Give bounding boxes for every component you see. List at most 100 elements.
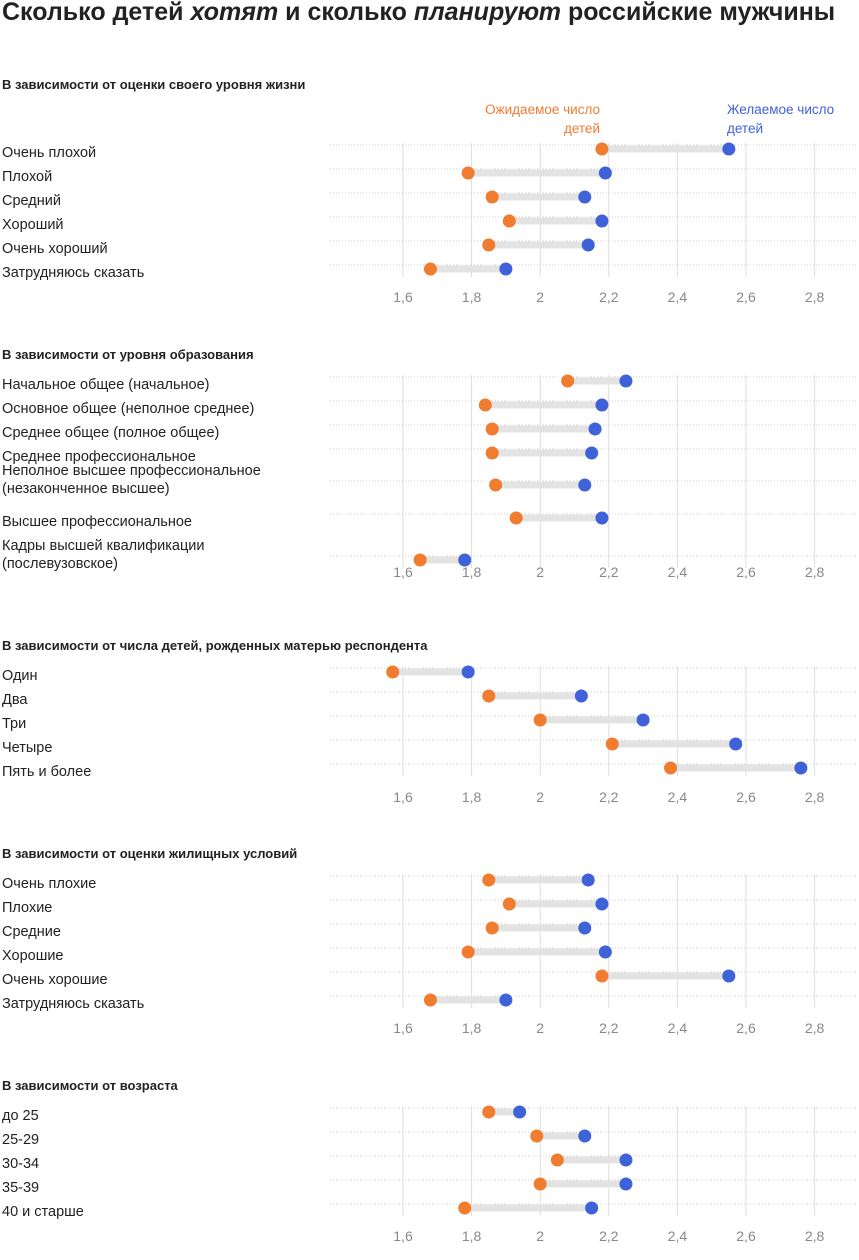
desired-point xyxy=(595,897,609,911)
expected-point xyxy=(482,238,496,252)
x-tick-label: 2 xyxy=(536,1020,544,1036)
x-tick-label: 1,6 xyxy=(393,289,413,305)
expected-point xyxy=(485,190,499,204)
chart-title: В зависимости от числа детей, рожденных … xyxy=(2,638,428,653)
chart-title: В зависимости от уровня образования xyxy=(2,347,254,362)
x-tick-label: 2,4 xyxy=(668,1020,688,1036)
x-tick-label: 2 xyxy=(536,1228,544,1244)
chart-title: В зависимости от оценки жилищных условий xyxy=(2,846,297,861)
expected-point xyxy=(664,761,678,775)
category-label: Средние xyxy=(2,924,61,940)
x-tick-label: 2,4 xyxy=(668,789,688,805)
expected-point xyxy=(423,262,437,276)
x-tick-label: 2,8 xyxy=(805,564,825,580)
category-label: Плохой xyxy=(2,169,52,185)
category-label: Среднее профессиональное xyxy=(2,449,196,465)
expected-point xyxy=(458,1201,472,1215)
expected-point xyxy=(482,1105,496,1119)
expected-point xyxy=(489,478,503,492)
chart-title: В зависимости от возраста xyxy=(2,1078,179,1093)
x-tick-label: 2,6 xyxy=(736,789,756,805)
x-tick-label: 2,6 xyxy=(736,289,756,305)
expected-point xyxy=(502,214,516,228)
desired-point xyxy=(499,993,513,1007)
desired-point xyxy=(598,945,612,959)
expected-point xyxy=(482,689,496,703)
category-label: 40 и старше xyxy=(2,1204,84,1220)
expected-point xyxy=(485,921,499,935)
x-tick-label: 1,6 xyxy=(393,564,413,580)
x-tick-label: 1,6 xyxy=(393,1228,413,1244)
expected-point xyxy=(502,897,516,911)
category-label: Очень хорошие xyxy=(2,972,108,988)
x-tick-label: 2,2 xyxy=(599,1228,619,1244)
desired-point xyxy=(722,142,736,156)
x-tick-label: 1,8 xyxy=(462,289,482,305)
x-tick-label: 2,4 xyxy=(668,1228,688,1244)
category-label: Пять и более xyxy=(2,764,91,780)
category-label: Затрудняюсь сказать xyxy=(2,996,144,1012)
expected-point xyxy=(478,398,492,412)
desired-point xyxy=(581,238,595,252)
legend-expected-line-1: Ожидаемое число xyxy=(485,102,600,117)
legend-desired-line-1: Желаемое число xyxy=(727,102,834,117)
desired-point xyxy=(588,422,602,436)
x-tick-label: 2 xyxy=(536,564,544,580)
desired-point xyxy=(722,969,736,983)
expected-point xyxy=(605,737,619,751)
category-label: Очень плохие xyxy=(2,876,96,892)
title-emphasis-want: хотят xyxy=(190,0,279,26)
title-emphasis-plan: планируют xyxy=(413,0,561,26)
desired-point xyxy=(578,921,592,935)
expected-point xyxy=(485,422,499,436)
page-title: Сколько детей хотят и сколько планируют … xyxy=(2,0,852,28)
category-label: Три xyxy=(2,716,26,732)
desired-point xyxy=(578,478,592,492)
x-tick-label: 2,2 xyxy=(599,564,619,580)
desired-point xyxy=(619,374,633,388)
category-label: Четыре xyxy=(2,740,52,756)
expected-point xyxy=(482,873,496,887)
title-part-2: и сколько xyxy=(278,0,414,26)
category-label: до 25 xyxy=(2,1108,39,1124)
expected-point xyxy=(595,969,609,983)
category-label-line-2: (послевузовское) xyxy=(2,556,118,572)
x-tick-label: 2,4 xyxy=(668,289,688,305)
category-label: 30-34 xyxy=(2,1156,39,1172)
desired-point xyxy=(499,262,513,276)
desired-point xyxy=(729,737,743,751)
category-label: Среднее общее (полное общее) xyxy=(2,425,219,441)
category-label: 35-39 xyxy=(2,1180,39,1196)
desired-point xyxy=(595,398,609,412)
category-label-line-2: (незаконченное высшее) xyxy=(2,481,170,497)
expected-point xyxy=(595,142,609,156)
category-label: Начальное общее (начальное) xyxy=(2,377,210,393)
x-tick-label: 2,8 xyxy=(805,289,825,305)
desired-point xyxy=(585,1201,599,1215)
x-tick-label: 2,8 xyxy=(805,1228,825,1244)
category-label: Очень хороший xyxy=(2,241,108,257)
x-tick-label: 2,8 xyxy=(805,789,825,805)
category-label: Затрудняюсь сказать xyxy=(2,265,144,281)
x-tick-label: 1,6 xyxy=(393,1020,413,1036)
x-tick-label: 2,2 xyxy=(599,289,619,305)
desired-point xyxy=(619,1177,633,1191)
expected-point xyxy=(461,166,475,180)
category-label: Хороший xyxy=(2,217,64,233)
expected-point xyxy=(533,713,547,727)
desired-point xyxy=(636,713,650,727)
expected-point xyxy=(533,1177,547,1191)
expected-point xyxy=(530,1129,544,1143)
category-label: Высшее профессиональное xyxy=(2,514,192,530)
x-tick-label: 1,8 xyxy=(462,564,482,580)
desired-point xyxy=(585,446,599,460)
expected-point xyxy=(423,993,437,1007)
legend-desired-line-2: детей xyxy=(727,121,763,136)
expected-point xyxy=(485,446,499,460)
title-part-1: Сколько детей xyxy=(2,0,191,26)
chart-title: В зависимости от оценки своего уровня жи… xyxy=(2,77,305,92)
category-label-line-1: Кадры высшей квалификации xyxy=(2,538,204,554)
desired-point xyxy=(574,689,588,703)
expected-point xyxy=(461,945,475,959)
